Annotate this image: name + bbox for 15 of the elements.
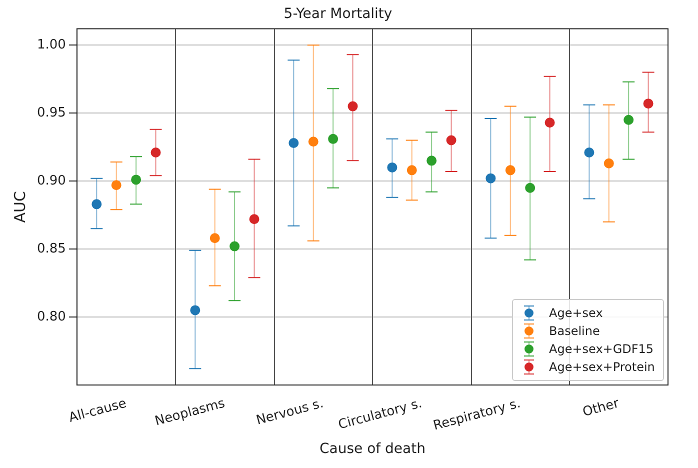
chart-title: 5-Year Mortality bbox=[284, 6, 392, 22]
y-tick-label: 0.95 bbox=[36, 105, 66, 120]
x-tick-label: Nervous s. bbox=[254, 396, 326, 428]
y-tick-label: 1.00 bbox=[36, 37, 66, 52]
legend-label: Age+sex+Protein bbox=[549, 360, 655, 374]
x-tick-label: Other bbox=[581, 396, 622, 420]
y-tick-label: 0.85 bbox=[36, 241, 66, 256]
x-tick-label: All-cause bbox=[67, 396, 128, 426]
legend-label: Age+sex+GDF15 bbox=[549, 342, 654, 356]
y-tick-label: 0.90 bbox=[36, 173, 66, 188]
y-tick-label: 0.80 bbox=[36, 309, 66, 324]
y-axis-title: AUC bbox=[10, 191, 29, 223]
x-axis-title: Cause of death bbox=[319, 441, 426, 458]
legend-label: Age+sex bbox=[549, 306, 603, 320]
legend-label: Baseline bbox=[549, 324, 600, 338]
